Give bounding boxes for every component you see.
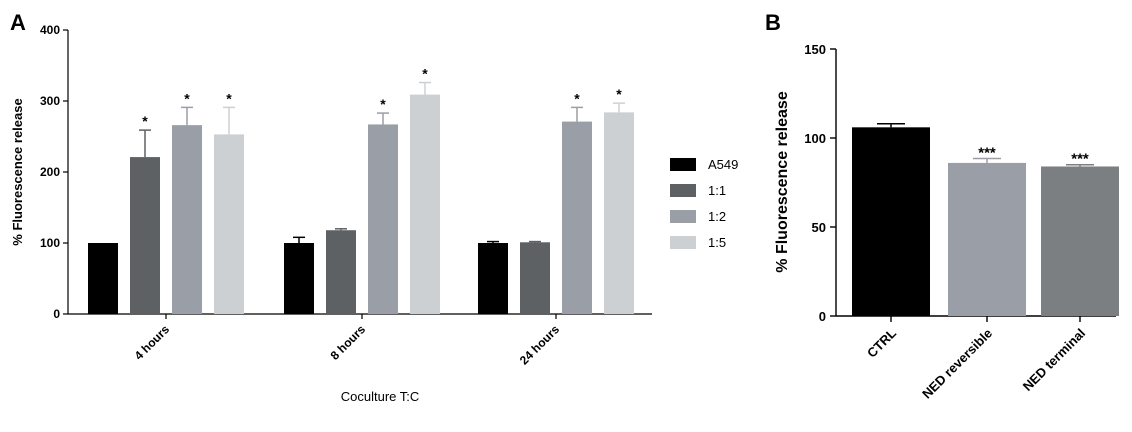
panel-a-bar bbox=[562, 121, 592, 314]
panel-b-bar bbox=[852, 127, 930, 316]
panel-b-bar bbox=[948, 162, 1026, 316]
panel-a-bar bbox=[284, 243, 314, 314]
panel-b-y-tick-label: 0 bbox=[819, 309, 826, 324]
panel-a-y-tick-label: 400 bbox=[40, 23, 60, 37]
panel-a-chart: 0 100 200 300 400 4 hours 8 hours 24 hours * * * * *… bbox=[40, 23, 652, 367]
panel-a-bar bbox=[172, 125, 202, 314]
panel-a-y-tick-label: 300 bbox=[40, 94, 60, 108]
panel-a-significance-marker: * bbox=[142, 113, 148, 129]
panel-b-y-axis-label: % Fluorescence release bbox=[774, 91, 791, 273]
panel-a-y-tick-label: 100 bbox=[40, 236, 60, 250]
panel-b-bar bbox=[1041, 166, 1119, 316]
panel-a-significance-marker: * bbox=[226, 90, 232, 106]
panel-b-y-tick-label: 100 bbox=[804, 131, 826, 146]
panel-a-legend-label: 1:1 bbox=[708, 183, 726, 198]
panel-b-significance-marker: *** bbox=[1071, 151, 1089, 168]
panel-a-letter: A bbox=[10, 10, 26, 35]
panel-a-significance-marker: * bbox=[616, 86, 622, 102]
panel-a-x-tick-label: 24 hours bbox=[517, 322, 562, 367]
panel-b-x-tick-label: NED reversible bbox=[919, 326, 995, 402]
panel-a-x-axis-label: Coculture T:C bbox=[341, 389, 420, 404]
panel-b-letter: B bbox=[765, 10, 781, 35]
panel-b-x-tick-label: NED terminal bbox=[1020, 326, 1088, 394]
panel-a-significance-marker: * bbox=[184, 90, 190, 106]
panel-b-significance-marker: *** bbox=[978, 144, 996, 161]
panel-a-legend-swatch bbox=[670, 210, 696, 223]
panel-b-y-tick-label: 50 bbox=[812, 220, 826, 235]
panel-a-legend-swatch bbox=[670, 184, 696, 197]
panel-a-y-axis-label: % Fluorescence release bbox=[10, 98, 25, 245]
panel-a-bar bbox=[478, 243, 508, 314]
panel-b-chart: 0 50 100 150 CTRL *** NED reversible *** NED ter… bbox=[804, 42, 1119, 402]
panel-a-y-tick-label: 0 bbox=[53, 307, 60, 321]
panel-a-legend: A549 1:1 1:2 1:5 bbox=[670, 157, 738, 250]
panel-a-bar bbox=[326, 230, 356, 314]
panel-a-x-tick-label: 4 hours bbox=[132, 322, 173, 363]
panel-a-legend-swatch bbox=[670, 236, 696, 249]
panel-a-legend-label: 1:2 bbox=[708, 209, 726, 224]
panel-a-x-tick-label: 8 hours bbox=[328, 322, 369, 363]
panel-a-legend-label: A549 bbox=[708, 157, 738, 172]
panel-b-x-tick-label: CTRL bbox=[864, 325, 899, 360]
panel-a-legend-label: 1:5 bbox=[708, 235, 726, 250]
panel-a-bar bbox=[88, 243, 118, 314]
panel-a-legend-swatch bbox=[670, 158, 696, 171]
panel-a-y-tick-label: 200 bbox=[40, 165, 60, 179]
panel-a-significance-marker: * bbox=[574, 90, 580, 106]
panel-b-y-tick-label: 150 bbox=[804, 42, 826, 57]
panel-a-significance-marker: * bbox=[380, 96, 386, 112]
panel-a-bar bbox=[130, 157, 160, 314]
panel-a-bar bbox=[214, 134, 244, 314]
panel-a-bar bbox=[604, 112, 634, 314]
panel-a-significance-marker: * bbox=[422, 66, 428, 82]
panel-a-bar bbox=[410, 94, 440, 314]
panel-a-bar bbox=[520, 242, 550, 314]
panel-a-bar bbox=[368, 124, 398, 315]
